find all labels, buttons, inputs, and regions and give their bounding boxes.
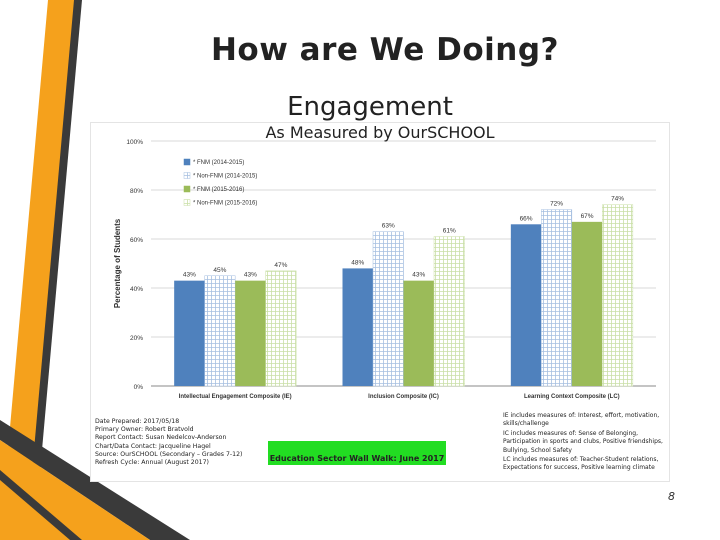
legend-label: * Non-FNM (2014-2015) — [193, 174, 257, 180]
bar — [433, 236, 465, 387]
note-lc: LC includes measures of: Teacher-Student… — [503, 456, 659, 472]
bar — [372, 231, 404, 387]
banner-text: Education Sector Wall Walk: June 2017 — [269, 454, 445, 463]
y-axis-label: Percentage of Students — [113, 218, 122, 308]
page-number: 8 — [668, 490, 675, 503]
bar — [204, 275, 236, 387]
bar — [602, 204, 634, 387]
info-line: Primary Owner: Robert Bratvold — [95, 426, 194, 434]
data-label: 45% — [213, 267, 226, 274]
measures-notes: IE includes measures of: Interest, effor… — [503, 412, 671, 474]
bar — [174, 280, 205, 386]
y-tick-label: 0% — [134, 384, 144, 391]
info-line: Date Prepared: 2017/05/18 — [95, 418, 180, 425]
category-label: Learning Context Composite (LC) — [524, 394, 620, 400]
category-label: Intellectual Engagement Composite (IE) — [179, 394, 292, 400]
y-tick-label: 60% — [130, 237, 143, 244]
data-label: 48% — [351, 259, 364, 266]
legend-swatch — [183, 199, 191, 206]
legend-swatch — [183, 158, 191, 166]
bar-chart: 0% 20% 40% 60% 80% 100% Percentage of Students… — [113, 139, 656, 400]
data-label: 74% — [611, 196, 624, 203]
data-label: 43% — [244, 272, 257, 279]
legend-label: * FNM (2014-2015) — [193, 160, 244, 166]
data-label: 66% — [520, 215, 533, 222]
info-line: Source: OurSCHOOL (Secondary – Grades 7-… — [95, 450, 243, 458]
info-line: Report Contact: Susan Nedelcov-Anderson — [95, 434, 227, 442]
note-ic: IC includes measures of: Sense of Belong… — [503, 429, 663, 454]
y-tick-label: 100% — [126, 139, 143, 146]
info-line: Refresh Cycle: Annual (August 2017) — [95, 459, 209, 467]
data-label: 43% — [412, 272, 425, 279]
measured-by-text: As Measured by OurSCHOOL — [265, 123, 495, 142]
bar — [265, 270, 297, 387]
report-info: Date Prepared: 2017/05/18 Primary Owner:… — [95, 418, 275, 467]
note-ie: IE includes measures of: Interest, effor… — [503, 412, 660, 428]
y-tick-label: 80% — [130, 188, 143, 195]
slide-title: How are We Doing? — [210, 32, 559, 68]
bar — [510, 224, 542, 386]
bar — [403, 280, 434, 386]
category-label: Inclusion Composite (IC) — [368, 394, 439, 400]
data-label: 63% — [382, 223, 395, 230]
data-label: 72% — [550, 201, 563, 208]
legend-swatch — [183, 172, 191, 179]
bar — [571, 221, 603, 386]
info-line: Chart/Data Contact: Jacqueline Hagel — [95, 442, 211, 450]
bar — [541, 209, 573, 387]
data-label: 43% — [183, 272, 196, 279]
wall-walk-banner: Education Sector Wall Walk: June 2017 — [268, 441, 446, 465]
bar — [235, 280, 266, 386]
legend-swatch — [183, 185, 191, 193]
y-tick-label: 20% — [130, 335, 143, 342]
legend-label: * Non-FNM (2015-2016) — [193, 201, 257, 207]
slide-subtitle: Engagement — [287, 92, 453, 122]
data-label: 61% — [443, 228, 456, 235]
data-label: 47% — [274, 262, 287, 269]
chart-panel: 0% 20% 40% 60% 80% 100% Percentage of Students… — [90, 122, 670, 482]
y-tick-label: 40% — [130, 286, 143, 293]
bar — [342, 268, 373, 386]
data-label: 67% — [581, 213, 594, 220]
legend-label: * FNM (2015-2016) — [193, 187, 244, 193]
